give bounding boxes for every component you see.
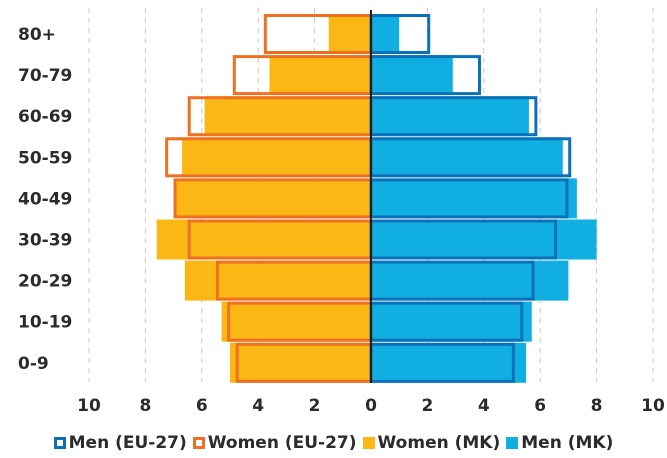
bar-women-mk: [269, 55, 371, 96]
category-label: 50-59: [18, 148, 72, 168]
bar-women-mk: [204, 96, 371, 137]
x-tick-label: 4: [478, 396, 490, 416]
x-tick-label: 4: [252, 396, 264, 416]
category-label: 30-39: [18, 231, 72, 251]
x-tick-label: 6: [196, 396, 208, 416]
category-label: 40-49: [18, 189, 72, 209]
bar-men-mk: [371, 178, 577, 219]
bar-women-mk: [182, 137, 371, 178]
population-pyramid-chart: 80+ 70-79 60-69 50-59 40-49 30-39 20-29 10-19 0-…: [18, 8, 665, 416]
bar-women-mk: [184, 260, 371, 301]
bar-men-mk: [371, 342, 527, 383]
x-tick-label: 8: [591, 396, 603, 416]
bar-women-mk: [156, 219, 371, 260]
legend-label: Women (MK): [377, 433, 501, 453]
bar-men-mk: [371, 260, 569, 301]
bar-men-mk: [371, 301, 532, 342]
category-label: 0-9: [18, 354, 49, 374]
legend-swatch: [506, 437, 519, 449]
legend-label: Men (EU-27): [68, 433, 187, 453]
chart-legend: Men (EU-27) Women (EU-27) Women (MK) Men (M…: [0, 430, 667, 456]
x-tick-label: 2: [309, 396, 321, 416]
category-label: 60-69: [18, 107, 72, 127]
legend-swatch: [192, 437, 205, 449]
category-label: 80+: [18, 25, 56, 45]
x-tick-label: 10: [641, 396, 665, 416]
bar-men-mk: [371, 55, 453, 96]
legend-label: Men (MK): [521, 433, 614, 453]
legend-label: Women (EU-27): [207, 433, 357, 453]
legend-item: Women (MK): [362, 433, 501, 453]
x-tick-label: 8: [139, 396, 151, 416]
category-label: 70-79: [18, 66, 72, 86]
legend-item: Men (EU-27): [53, 433, 187, 453]
category-label: 10-19: [18, 313, 72, 333]
bar-women-mk: [221, 301, 371, 342]
x-tick-label: 6: [534, 396, 546, 416]
bar-women-mk: [173, 178, 371, 219]
legend-swatch: [362, 437, 375, 449]
legend-item: Women (EU-27): [192, 433, 357, 453]
x-tick-label: 10: [77, 396, 101, 416]
bar-men-mk: [371, 137, 563, 178]
bar-men-mk: [371, 219, 597, 260]
bar-women-mk: [328, 14, 371, 54]
x-tick-label: 0: [365, 396, 377, 416]
bar-men-mk: [371, 14, 400, 54]
legend-item: Men (MK): [506, 433, 613, 453]
bar-women-mk: [230, 342, 371, 383]
category-label: 20-29: [18, 272, 72, 292]
legend-swatch: [53, 437, 66, 449]
x-tick-label: 2: [421, 396, 433, 416]
bar-men-mk: [371, 96, 529, 137]
